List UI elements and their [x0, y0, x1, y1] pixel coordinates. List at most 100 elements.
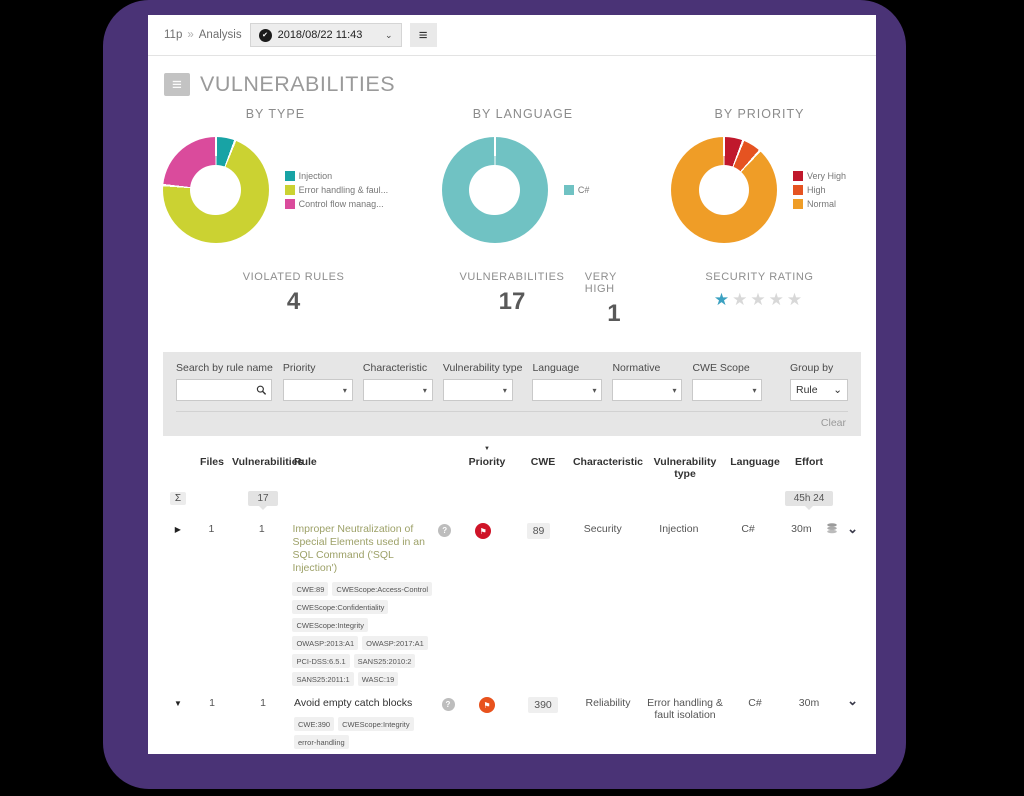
effort-total-badge: 45h 24	[784, 491, 834, 510]
star-empty-icon: ★	[732, 290, 751, 309]
effort-value: 30m	[791, 523, 812, 535]
stat-value: 17	[498, 288, 526, 315]
legend-item: Injection	[284, 170, 389, 182]
characteristic-select[interactable]: ▾	[362, 379, 433, 401]
col-header-effort[interactable]: Effort	[795, 456, 823, 468]
expand-row-button[interactable]: ▶	[174, 525, 181, 534]
legend-swatch	[793, 185, 803, 195]
star-rating: ★★★★★	[714, 290, 805, 310]
priority-flag-icon: ⚑	[479, 697, 495, 713]
rule-tag: CWEScope:Access-Control	[332, 582, 433, 596]
chevron-down-icon[interactable]: ⌄	[847, 693, 858, 708]
legend-swatch	[563, 185, 574, 195]
col-header-characteristic[interactable]: Characteristic	[572, 456, 644, 468]
chart-by-priority: BY PRIORITY Very High High Normal	[643, 107, 876, 243]
filter-label: CWE Scope	[692, 362, 750, 374]
stat-label: VIOLATED RULES	[242, 271, 345, 283]
rule-tag: OWASP:2013:A1	[292, 636, 359, 650]
star-filled-icon: ★	[713, 290, 733, 309]
chart-legend: Very High High Normal	[793, 170, 848, 210]
breadcrumb-section: Analysis	[198, 29, 242, 41]
rule-tag: CWEScope:Integrity	[292, 618, 368, 632]
rule-link[interactable]: Avoid empty catch blocks	[294, 697, 413, 709]
filter-bar: Search by rule name Priority ▾ Character…	[163, 352, 861, 436]
language-value: C#	[748, 697, 762, 709]
search-input[interactable]	[182, 384, 256, 396]
chevron-down-icon[interactable]: ⌄	[847, 520, 858, 536]
chart-by-type: BY TYPE Injection Error handling & faul.…	[148, 107, 403, 243]
stack-icon[interactable]	[826, 523, 838, 534]
group-by-value: Rule	[796, 384, 818, 396]
chart-title: BY PRIORITY	[714, 107, 805, 121]
filter-label: Language	[532, 362, 580, 374]
filter-label: Priority	[282, 362, 316, 374]
legend-swatch	[793, 171, 803, 181]
language-select[interactable]: ▾	[532, 379, 603, 401]
legend-label: High	[807, 185, 826, 195]
filter-language: Language ▾	[532, 362, 603, 401]
col-header-vulnerabilities[interactable]: Vulnerabilities	[232, 456, 304, 468]
normative-select[interactable]: ▾	[612, 379, 683, 401]
collapse-row-button[interactable]: ▼	[174, 699, 182, 708]
chart-legend: Injection Error handling & faul... Contr…	[284, 170, 389, 210]
group-by-select[interactable]: Rule ⌄	[790, 379, 848, 401]
rule-tag: error-handling	[294, 735, 349, 749]
filter-label: Search by rule name	[176, 362, 273, 374]
help-icon[interactable]: ?	[438, 524, 452, 537]
help-icon[interactable]: ?	[441, 698, 455, 711]
top-toolbar: 11p » Analysis ✔ 2018/08/22 11:43 ⌄ ≡	[148, 15, 876, 56]
stat-value: 1	[607, 300, 621, 327]
vulnerabilities-table: Files Vulnerabilities Rule ▼ Priority CW…	[164, 444, 860, 754]
characteristic-value: Security	[583, 523, 622, 535]
vulnerabilities-count: 1	[260, 697, 266, 709]
donut-chart-by-language[interactable]	[441, 137, 548, 243]
legend-label: Normal	[807, 199, 837, 209]
files-count: 1	[209, 697, 215, 709]
priority-select[interactable]: ▾	[282, 379, 353, 401]
legend-item: Error handling & faul...	[284, 184, 388, 196]
legend-label: Control flow manag...	[298, 199, 384, 209]
col-header-vulnerability-type[interactable]: Vulnerability type	[653, 456, 717, 480]
cwe-scope-select[interactable]: ▾	[692, 379, 763, 401]
legend-item: C#	[563, 184, 604, 196]
donut-chart-by-type[interactable]	[162, 137, 269, 243]
filter-cwe-scope: CWE Scope ▾	[692, 362, 763, 401]
priority-flag-icon: ⚑	[475, 523, 492, 539]
chevron-down-icon: ⌄	[385, 29, 393, 40]
rule-tag: WASC:19	[357, 672, 399, 686]
rule-link[interactable]: Improper Neutralization of Special Eleme…	[292, 523, 425, 574]
caret-down-icon: ▾	[752, 385, 757, 395]
legend-item: Very High	[793, 170, 848, 182]
star-empty-icon: ★	[768, 290, 787, 309]
language-value: C#	[741, 523, 755, 535]
col-header-rule[interactable]: Rule	[294, 456, 317, 468]
rule-tag: OWASP:2017:A1	[362, 636, 428, 650]
legend-label: Very High	[807, 171, 847, 181]
breadcrumb-separator: »	[187, 29, 194, 41]
col-header-priority[interactable]: ▼ Priority	[468, 446, 506, 468]
toolbar-menu-button[interactable]: ≡	[409, 23, 437, 47]
breadcrumb-project-link[interactable]: 11p	[164, 29, 183, 41]
stat-security-rating: SECURITY RATING ★★★★★	[643, 271, 876, 328]
analysis-date-dropdown[interactable]: ✔ 2018/08/22 11:43 ⌄	[249, 23, 402, 47]
chart-title: BY LANGUAGE	[472, 107, 574, 121]
donut-chart-by-priority[interactable]	[671, 137, 777, 243]
breadcrumb: 11p » Analysis	[164, 29, 242, 41]
vulnerabilities-count: 1	[258, 523, 265, 535]
col-header-language[interactable]: Language	[730, 456, 780, 468]
sort-desc-icon: ▼	[484, 446, 490, 452]
legend-item: High	[793, 184, 848, 196]
characteristic-value: Reliability	[585, 697, 631, 709]
filter-search: Search by rule name	[176, 362, 273, 401]
legend-swatch	[284, 171, 295, 181]
vulnerability-type-select[interactable]: ▾	[442, 379, 513, 401]
col-header-files[interactable]: Files	[200, 456, 224, 468]
app-window: 11p » Analysis ✔ 2018/08/22 11:43 ⌄ ≡ ≡ …	[148, 15, 876, 754]
hamburger-icon: ≡	[172, 74, 182, 94]
col-header-cwe[interactable]: CWE	[530, 456, 556, 468]
clear-filters-link[interactable]: Clear	[820, 417, 846, 429]
section-menu-button[interactable]: ≡	[164, 73, 190, 96]
caret-down-icon: ▾	[672, 385, 677, 395]
filter-characteristic: Characteristic ▾	[362, 362, 433, 401]
filter-normative: Normative ▾	[612, 362, 683, 401]
